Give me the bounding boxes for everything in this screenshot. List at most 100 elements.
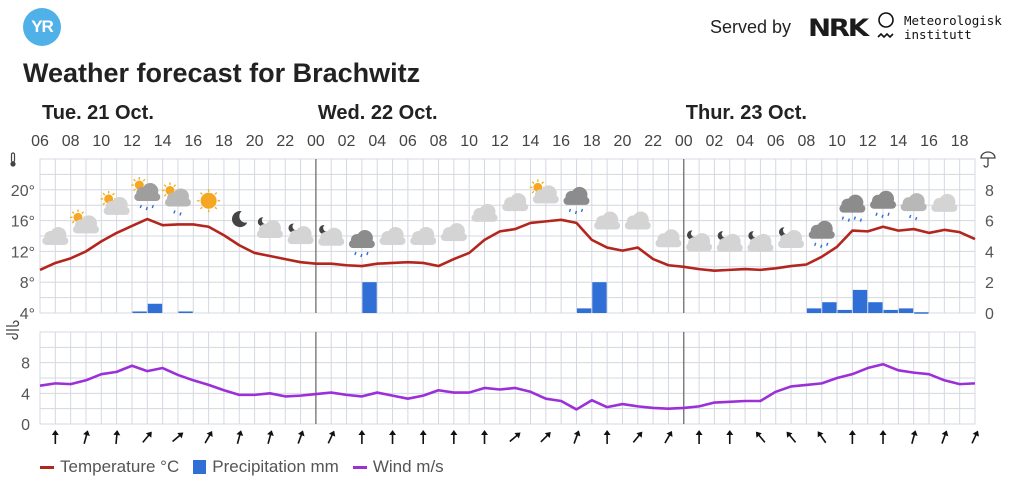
temperature-line	[39, 217, 976, 272]
hour-label: 08	[62, 133, 80, 150]
rain-drop	[847, 218, 851, 222]
arrow-head	[972, 430, 980, 437]
moon-crescent	[232, 211, 248, 228]
hour-label: 08	[430, 133, 448, 150]
partly-cloudy-night-icon	[747, 231, 774, 252]
arrow-head	[83, 430, 90, 436]
wind-arrow-icon	[603, 430, 611, 444]
temperature-tick-label: 4°	[20, 306, 35, 323]
precipitation-bar	[898, 308, 914, 313]
wind-arrow-icon	[879, 430, 887, 444]
hour-label: 16	[552, 133, 570, 150]
day-label: Thur. 23 Oct.	[686, 102, 807, 124]
cloudy-icon	[655, 229, 682, 248]
partly-cloudy-night-icon	[716, 231, 743, 252]
partly-cloudy-day-icon	[529, 179, 559, 204]
legend-precipitation[interactable]: Precipitation mm	[193, 457, 339, 477]
arrow-head	[177, 432, 184, 439]
rain-drop	[915, 216, 918, 221]
arrow-head	[450, 430, 458, 435]
yr-logo[interactable]: YR	[23, 8, 61, 46]
arrow-head	[636, 431, 643, 438]
light-rain-icon	[900, 193, 927, 221]
cloud-part	[440, 233, 467, 242]
arrow-head	[419, 430, 427, 435]
hour-label: 22	[644, 133, 662, 150]
hour-label: 16	[920, 133, 938, 150]
cloud-part	[103, 206, 130, 215]
arrow-head	[328, 430, 336, 437]
cloud-part	[134, 193, 161, 202]
sun-ray	[81, 211, 85, 215]
arrow-head	[267, 430, 274, 436]
legend-wind[interactable]: Wind m/s	[352, 457, 444, 477]
met-institute-logo[interactable]: Meteorologisk institutt	[904, 14, 1002, 42]
wind-arrows	[51, 430, 980, 445]
hour-label: 12	[123, 133, 141, 150]
arrow-head	[879, 430, 887, 435]
wind-arrow-icon	[204, 430, 213, 444]
hour-label: 00	[307, 133, 325, 150]
rain-drop	[859, 218, 863, 222]
wind-arrow-icon	[51, 430, 59, 444]
wind-line	[39, 362, 976, 411]
legend-temperature[interactable]: Temperature °C	[40, 457, 179, 477]
wind-arrow-icon	[358, 430, 366, 444]
served-by-label: Served by	[710, 17, 792, 37]
wind-arrow-icon	[848, 430, 856, 444]
hour-label: 14	[522, 133, 540, 150]
hour-label: 10	[92, 133, 110, 150]
rain-drop	[139, 204, 142, 209]
cloud-part	[778, 240, 805, 249]
wind-arrow-icon	[786, 431, 797, 443]
sun-ray	[163, 184, 167, 188]
precipitation-tick-label: 8	[985, 183, 994, 200]
sun-ray	[102, 192, 106, 196]
sun-ray	[173, 184, 177, 188]
wind-arrow-icon	[419, 430, 427, 444]
wind-icon	[6, 320, 20, 340]
cloud-part	[348, 240, 375, 249]
cloud-part	[808, 230, 835, 239]
arrow-head	[848, 430, 856, 435]
temperature-tick-label: 8°	[20, 275, 35, 292]
cloud-part	[256, 230, 283, 239]
wind-arrow-icon	[817, 431, 827, 444]
wind-tick-label: 0	[21, 417, 30, 434]
rain-drop	[887, 212, 890, 216]
hour-label: 10	[828, 133, 846, 150]
sun-ray	[112, 192, 115, 196]
sun-ray	[163, 193, 167, 197]
precipitation-bar	[837, 309, 852, 313]
cloud-part	[287, 236, 314, 245]
rain-drop	[814, 242, 817, 247]
rain-drop	[568, 208, 572, 213]
arrow-head	[910, 430, 918, 436]
hour-label: 20	[614, 133, 632, 150]
partly-cloudy-night-icon	[287, 223, 314, 245]
precipitation-bar	[132, 311, 147, 313]
rain-drop	[909, 214, 912, 219]
temperature-tick-label: 12°	[11, 244, 35, 261]
arrow-head	[786, 431, 793, 438]
sun-ray	[541, 181, 544, 184]
precipitation-tick-label: 4	[985, 244, 994, 261]
rain-drop	[151, 204, 154, 209]
hour-label: 18	[583, 133, 601, 150]
wind-arrow-icon	[327, 430, 336, 444]
partly-cloudy-day-icon	[100, 190, 130, 215]
nrk-logo[interactable]: NRK	[808, 14, 869, 42]
cloud-part	[624, 221, 651, 230]
wind-tick-label: 4	[21, 386, 30, 403]
hour-label: 06	[399, 133, 417, 150]
rain-icon	[808, 220, 835, 249]
arrow-head	[297, 430, 305, 437]
cloud-part	[716, 243, 743, 252]
partly-cloudy-night-icon	[318, 225, 345, 246]
rain-icon	[348, 230, 375, 258]
sun-ray	[71, 220, 75, 224]
arrow-head	[941, 430, 949, 437]
chart-grid	[39, 158, 976, 425]
partly-cloudy-night-icon	[256, 217, 283, 239]
rain-drop	[354, 251, 357, 256]
